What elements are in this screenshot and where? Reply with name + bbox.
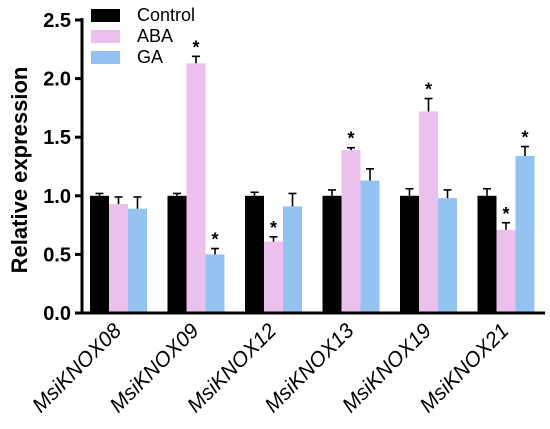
bar-control-msiknox09 <box>167 195 187 313</box>
bar-control-msiknox13 <box>322 195 342 313</box>
bar-aba-msiknox09 <box>186 63 206 313</box>
bar-aba-msiknox13 <box>341 150 361 313</box>
y-ticks-group: 0.0 0.5 1.0 1.5 2.0 2.5 <box>43 10 82 325</box>
bar-control-msiknox21 <box>477 195 497 313</box>
significance-star-aba-msiknox19: * <box>425 80 432 100</box>
bar-ga-msiknox21 <box>515 155 535 313</box>
legend-label-control: Control <box>137 5 195 25</box>
bar-control-msiknox19 <box>400 195 419 313</box>
y-tick-label-1.0: 1.0 <box>43 186 71 208</box>
legend-swatch-control <box>91 9 120 22</box>
significance-star-aba-msiknox12: * <box>270 218 277 238</box>
y-tick-label-2.0: 2.0 <box>43 69 71 91</box>
y-axis-label-group: Relative expression <box>7 67 32 274</box>
legend-label-aba: ABA <box>137 26 173 46</box>
bar-ga-msiknox13 <box>360 180 380 313</box>
y-tick-label-2.5: 2.5 <box>43 10 71 32</box>
error-bars-group <box>95 55 529 255</box>
significance-markers-group: * * * * * * * <box>192 37 528 249</box>
x-tick-labels-group: MsiKNOX08MsiKNOX09MsiKNOX12MsiKNOX13MsiK… <box>28 319 513 417</box>
bars-group <box>90 63 535 313</box>
bar-ga-msiknox12 <box>283 206 302 313</box>
y-axis-label: Relative expression <box>7 67 32 274</box>
bar-ga-msiknox08 <box>128 208 147 313</box>
significance-star-ga-msiknox09: * <box>211 230 218 250</box>
y-tick-label-0.5: 0.5 <box>43 244 71 266</box>
significance-star-aba-msiknox13: * <box>347 129 354 149</box>
bar-aba-msiknox21 <box>496 229 516 313</box>
significance-star-aba-msiknox09: * <box>192 37 199 57</box>
bar-aba-msiknox08 <box>109 204 128 313</box>
bar-control-msiknox08 <box>90 195 109 313</box>
bar-ga-msiknox09 <box>205 254 225 313</box>
axes-group <box>80 18 545 315</box>
y-tick-label-0.0: 0.0 <box>43 303 71 325</box>
bar-aba-msiknox19 <box>419 111 438 313</box>
significance-star-aba-msiknox21: * <box>502 204 509 224</box>
y-tick-label-1.5: 1.5 <box>43 127 71 149</box>
significance-star-ga-msiknox21: * <box>521 128 528 148</box>
legend-swatch-ga <box>91 51 120 64</box>
legend-swatch-aba <box>91 30 120 43</box>
bar-ga-msiknox19 <box>438 198 457 313</box>
bar-control-msiknox12 <box>245 195 264 313</box>
bar-aba-msiknox12 <box>264 241 283 313</box>
legend-label-ga: GA <box>137 47 163 67</box>
